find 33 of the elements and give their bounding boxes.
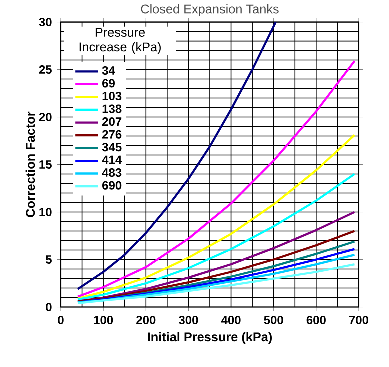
x-tick-label: 700	[350, 316, 369, 325]
legend-title: Pressure Increase (kPa)	[80, 28, 161, 54]
y-tick-label: 20	[39, 113, 52, 122]
y-tick-label: 30	[39, 18, 52, 27]
legend-label: 276	[102, 130, 122, 140]
y-tick-label: 15	[40, 160, 52, 170]
line-series	[76, 60, 356, 298]
x-tick-label: 400	[221, 316, 241, 325]
legend-label: 207	[102, 118, 122, 126]
y-tick-label: 5	[46, 256, 52, 264]
x-tick-label: 0	[58, 316, 64, 325]
legend-label: 103	[102, 92, 122, 101]
x-tick-label: 600	[306, 316, 326, 325]
y-tick-label: 10	[40, 208, 52, 217]
legend-label: 69	[102, 79, 115, 88]
legend-label: 690	[102, 182, 122, 190]
legend-label: 414	[102, 156, 122, 164]
x-tick-label: 500	[264, 316, 284, 325]
line-series	[76, 230, 356, 303]
legend-label: 34	[102, 66, 116, 76]
y-tick-label: 0	[46, 303, 52, 312]
chart-title: Closed Expansion Tanks	[141, 4, 279, 16]
y-tick-label: 25	[39, 66, 52, 74]
y-axis-title: Correction Factor	[26, 112, 36, 218]
x-tick-label: 300	[178, 316, 198, 325]
x-tick-label: 100	[94, 316, 114, 325]
x-tick-label: 200	[136, 316, 156, 325]
line-series	[76, 211, 356, 303]
legend-label: 483	[102, 168, 122, 178]
line-series	[76, 22, 278, 290]
x-axis-title: Initial Pressure (kPa)	[148, 332, 272, 344]
legend-label: 345	[102, 143, 122, 152]
legend-label: 138	[102, 104, 122, 114]
